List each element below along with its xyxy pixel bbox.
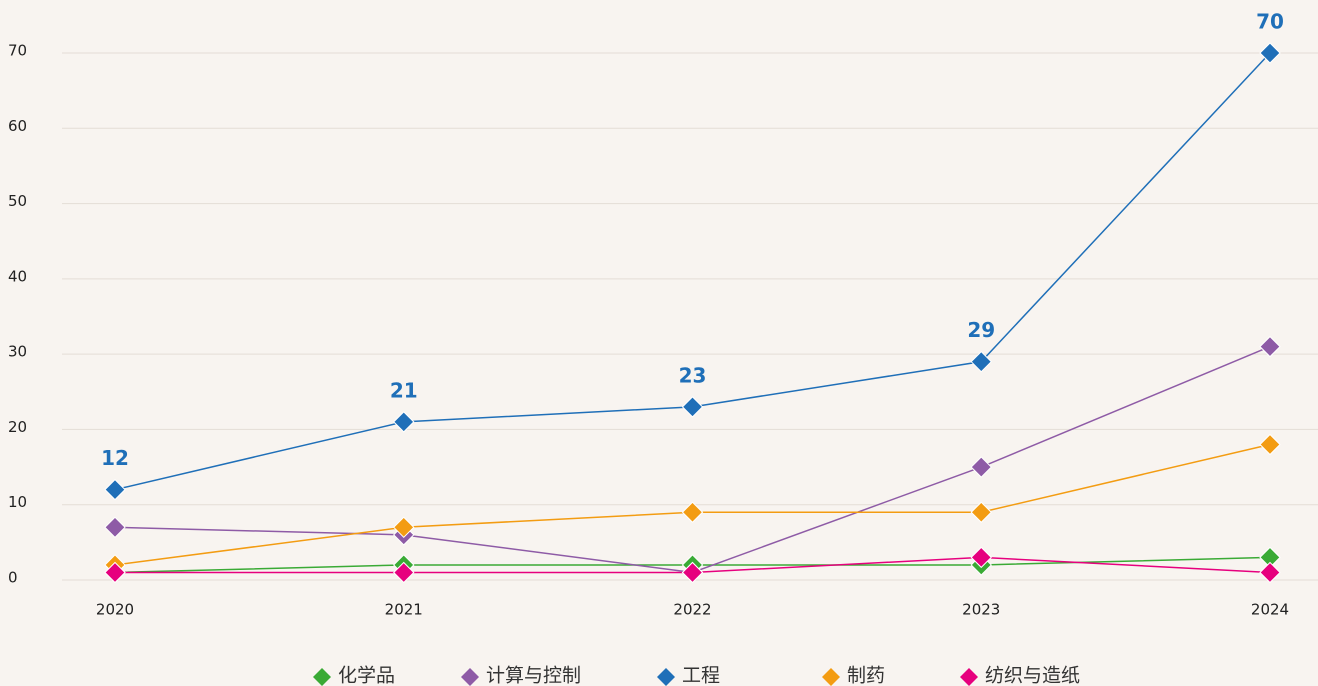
y-tick-label: 10 bbox=[8, 493, 27, 511]
data-label: 12 bbox=[101, 446, 129, 470]
series-line bbox=[114, 52, 1271, 491]
point-marker bbox=[970, 546, 992, 569]
y-tick-label: 50 bbox=[8, 192, 27, 210]
legend-marker bbox=[960, 668, 978, 686]
point-marker bbox=[970, 501, 992, 523]
point-marker bbox=[1259, 433, 1281, 456]
point-marker bbox=[681, 561, 704, 584]
legend-label: 工程 bbox=[682, 665, 720, 686]
point-marker bbox=[393, 561, 415, 584]
y-tick-label: 0 bbox=[8, 569, 18, 587]
point-marker bbox=[681, 501, 704, 523]
data-label: 70 bbox=[1256, 10, 1284, 34]
data-label: 23 bbox=[679, 363, 707, 387]
legend-label: 纺织与造纸 bbox=[985, 665, 1080, 686]
x-tick-label: 2022 bbox=[673, 601, 711, 619]
y-tick-label: 60 bbox=[8, 117, 27, 135]
legend-marker bbox=[313, 668, 331, 686]
point-marker bbox=[393, 516, 415, 539]
point-marker bbox=[970, 350, 992, 373]
point-marker bbox=[1259, 42, 1281, 64]
legend-label: 化学品 bbox=[338, 665, 395, 686]
legend-marker bbox=[822, 668, 840, 686]
x-tick-label: 2024 bbox=[1251, 601, 1289, 619]
legend-label: 计算与控制 bbox=[486, 665, 581, 686]
legend-marker bbox=[657, 668, 675, 686]
y-tick-label: 30 bbox=[8, 343, 27, 361]
x-tick-label: 2023 bbox=[962, 601, 1000, 619]
point-marker bbox=[1259, 335, 1281, 358]
x-tick-label: 2021 bbox=[385, 601, 423, 619]
y-tick-label: 20 bbox=[8, 418, 27, 436]
point-marker bbox=[681, 396, 704, 418]
point-marker bbox=[104, 516, 126, 539]
point-marker bbox=[104, 561, 126, 584]
y-tick-label: 70 bbox=[8, 42, 27, 60]
data-label: 21 bbox=[390, 378, 418, 402]
legend-marker bbox=[461, 668, 479, 686]
legend-label: 制药 bbox=[847, 665, 885, 686]
point-marker bbox=[970, 456, 992, 478]
y-tick-label: 40 bbox=[8, 267, 27, 285]
point-marker bbox=[104, 478, 126, 501]
x-tick-label: 2020 bbox=[96, 601, 134, 619]
data-label: 29 bbox=[967, 318, 995, 342]
point-marker bbox=[1259, 561, 1281, 584]
point-marker bbox=[393, 411, 415, 433]
